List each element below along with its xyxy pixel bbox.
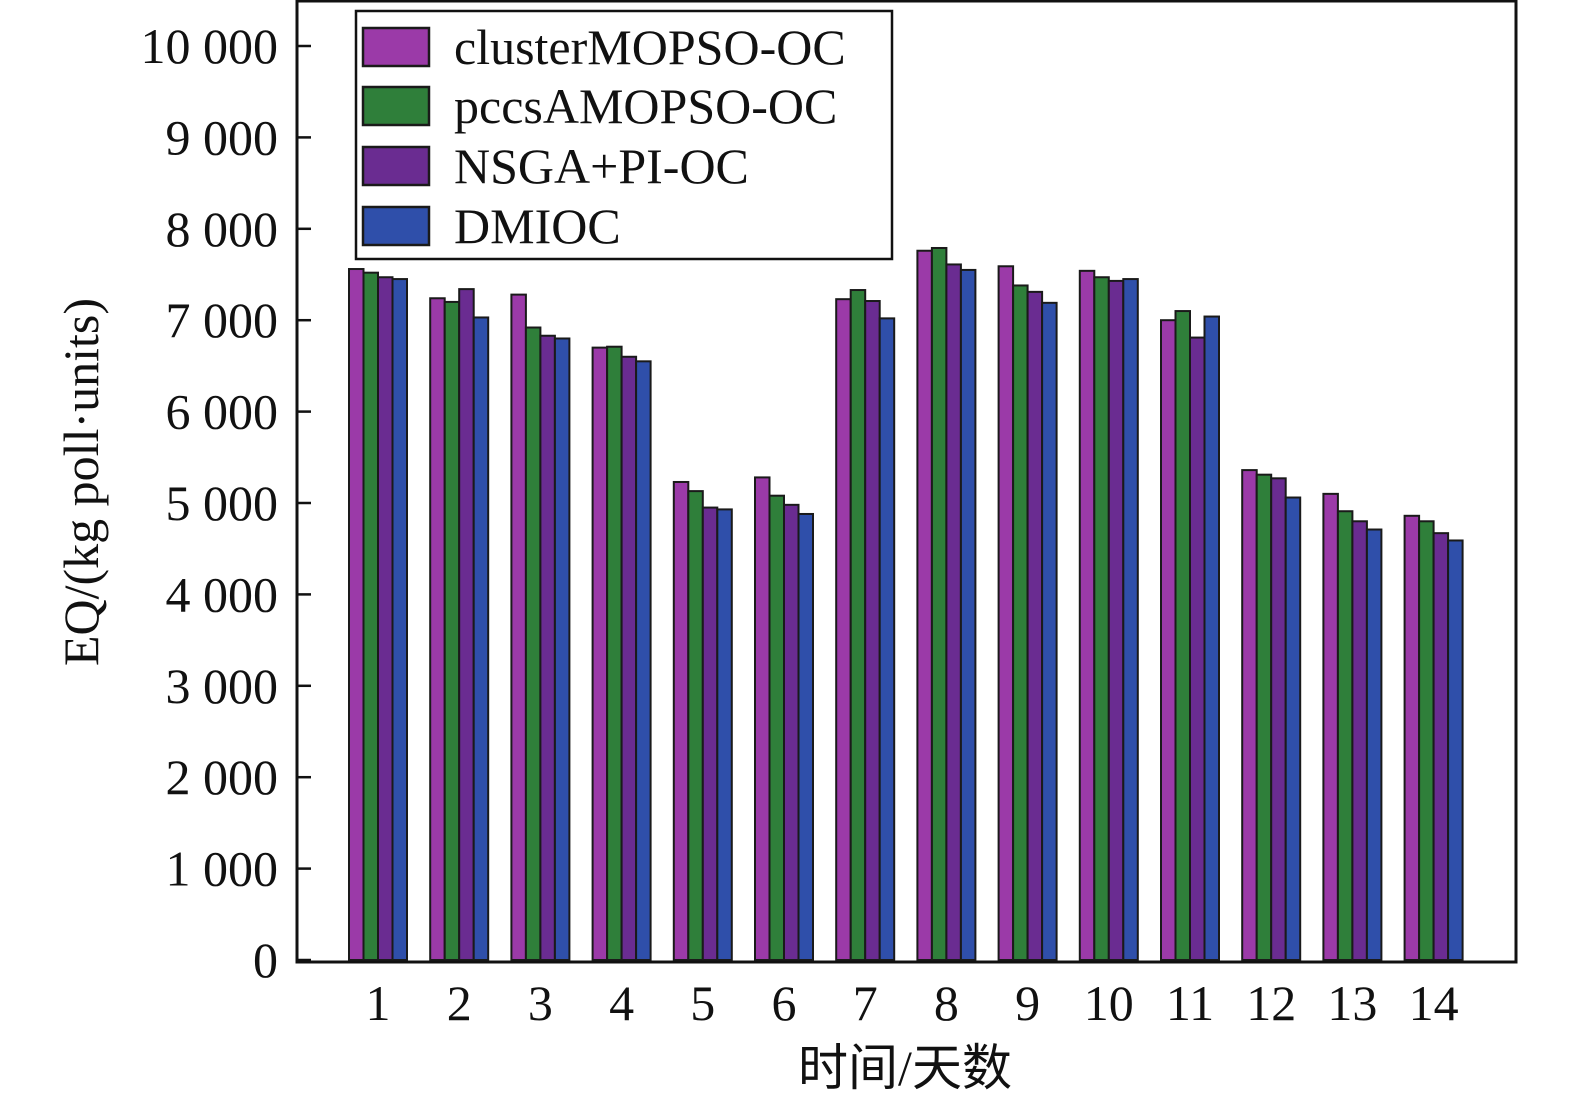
bar-NSGA+PI-OC-day-8 (945, 263, 962, 961)
bar-pccsAMOPSO-OC-day-5 (687, 490, 704, 961)
x-tick-label: 3 (528, 975, 553, 1031)
bar-DMIOC-day-2 (472, 316, 490, 961)
bar-DMIOC-day-3 (553, 337, 571, 962)
bar-pccsAMOPSO-OC-day-4 (606, 345, 623, 961)
bar-clusterMOPSO-OC-day-9 (997, 265, 1015, 961)
bar-DMIOC-day-10 (1122, 278, 1139, 961)
bar-DMIOC-day-11 (1203, 315, 1220, 962)
x-tick-label: 10 (1084, 975, 1134, 1031)
x-tick-label: 5 (690, 975, 715, 1031)
legend-swatch (361, 205, 431, 247)
x-axis-title: 时间/天数 (798, 1040, 1012, 1096)
bar-DMIOC-day-8 (959, 268, 977, 961)
y-axis-ticks: 0 1 000 2 000 3 000 4 000 5 000 6 000 7 000 8 00… (141, 18, 311, 988)
bar-pccsAMOPSO-OC-day-2 (443, 300, 461, 962)
y-tick-label: 7 000 (166, 292, 279, 348)
plot-frame (295, 0, 1518, 964)
bar-DMIOC-day-5 (716, 508, 733, 961)
bar-clusterMOPSO-OC-day-7 (835, 298, 852, 961)
legend-label: pccsAMOPSO-OC (454, 78, 837, 134)
bar-clusterMOPSO-OC-day-14 (1403, 514, 1421, 961)
y-tick-label: 4 000 (166, 566, 279, 622)
bar-DMIOC-day-14 (1447, 539, 1464, 961)
x-tick-label: 9 (1015, 975, 1040, 1031)
x-tick-label: 1 (366, 975, 391, 1031)
bar-clusterMOPSO-OC-day-3 (510, 293, 527, 961)
legend-label: DMIOC (454, 198, 621, 254)
x-tick-label: 4 (609, 975, 634, 1031)
bar-clusterMOPSO-OC-day-1 (348, 268, 365, 961)
bar-clusterMOPSO-OC-day-5 (672, 480, 690, 961)
y-tick-label: 3 000 (166, 658, 279, 714)
bar-NSGA+PI-OC-day-10 (1107, 279, 1125, 961)
y-tick-label: 6 000 (166, 384, 279, 440)
x-axis-ticks: 1 2 3 4 5 6 7 8 9 10 11 12 13 14 (366, 975, 1459, 1031)
bar-NSGA+PI-OC-day-1 (377, 276, 394, 961)
bar-pccsAMOPSO-OC-day-7 (849, 289, 867, 962)
bar-NSGA+PI-OC-day-13 (1351, 520, 1368, 962)
bar-NSGA+PI-OC-day-2 (458, 288, 475, 961)
y-tick-label: 0 (253, 932, 278, 988)
x-tick-label: 8 (934, 975, 959, 1031)
x-tick-label: 11 (1166, 975, 1214, 1031)
legend-frame (354, 9, 894, 261)
bar-DMIOC-day-6 (797, 512, 814, 961)
bar-pccsAMOPSO-OC-day-13 (1336, 510, 1354, 961)
y-tick-label: 1 000 (166, 841, 279, 897)
y-tick-label: 10 000 (141, 18, 279, 74)
legend-label: NSGA+PI-OC (454, 138, 749, 194)
bar-pccsAMOPSO-OC-day-8 (930, 246, 948, 962)
bar-NSGA+PI-OC-day-7 (864, 300, 881, 961)
bar-clusterMOPSO-OC-day-2 (429, 297, 446, 961)
bar-DMIOC-day-7 (878, 317, 896, 961)
bar-clusterMOPSO-OC-day-12 (1241, 469, 1258, 961)
bar-NSGA+PI-OC-day-14 (1432, 532, 1450, 961)
bar-NSGA+PI-OC-day-12 (1270, 477, 1287, 961)
bar-clusterMOPSO-OC-day-6 (754, 476, 771, 961)
legend: clusterMOPSO-OCpccsAMOPSO-OCNSGA+PI-OCDM… (354, 9, 894, 261)
bar-pccsAMOPSO-OC-day-1 (362, 271, 379, 962)
bar-pccsAMOPSO-OC-day-6 (768, 494, 785, 961)
y-tick-label: 9 000 (166, 109, 279, 165)
bar-clusterMOPSO-OC-day-4 (591, 346, 609, 961)
bar-NSGA+PI-OC-day-3 (539, 334, 556, 961)
bar-DMIOC-day-12 (1284, 496, 1302, 961)
legend-swatch (361, 26, 431, 68)
bar-pccsAMOPSO-OC-day-14 (1418, 520, 1435, 962)
bar-NSGA+PI-OC-day-5 (701, 506, 719, 961)
y-tick-label: 5 000 (166, 475, 279, 531)
bar-DMIOC-day-9 (1041, 301, 1058, 961)
x-tick-label: 14 (1409, 975, 1459, 1031)
x-tick-label: 12 (1246, 975, 1296, 1031)
bar-pccsAMOPSO-OC-day-12 (1255, 473, 1273, 961)
x-tick-label: 2 (447, 975, 472, 1031)
y-tick-label: 2 000 (166, 749, 279, 805)
bar-clusterMOPSO-OC-day-11 (1160, 319, 1177, 961)
bar-clusterMOPSO-OC-day-8 (916, 249, 933, 962)
bars-layer (348, 246, 1464, 962)
x-tick-label: 13 (1327, 975, 1377, 1031)
bar-DMIOC-day-13 (1365, 528, 1383, 961)
bar-NSGA+PI-OC-day-11 (1189, 336, 1206, 961)
bar-clusterMOPSO-OC-day-10 (1078, 269, 1096, 961)
bar-DMIOC-day-1 (391, 278, 408, 961)
bar-NSGA+PI-OC-day-6 (783, 503, 800, 961)
y-tick-label: 8 000 (166, 201, 279, 257)
legend-label: clusterMOPSO-OC (454, 19, 846, 75)
legend-swatch (361, 145, 431, 187)
bar-NSGA+PI-OC-day-9 (1026, 290, 1044, 961)
bar-pccsAMOPSO-OC-day-10 (1093, 276, 1110, 961)
x-tick-label: 7 (853, 975, 878, 1031)
bar-pccsAMOPSO-OC-day-9 (1012, 284, 1029, 962)
y-axis-title: EQ/(kg poll·units) (53, 298, 109, 666)
bar-DMIOC-day-4 (635, 360, 652, 961)
bar-pccsAMOPSO-OC-day-3 (524, 326, 542, 961)
legend-swatch (361, 85, 431, 127)
bar-clusterMOPSO-OC-day-13 (1322, 492, 1339, 961)
bar-pccsAMOPSO-OC-day-11 (1174, 310, 1191, 961)
x-tick-label: 6 (772, 975, 797, 1031)
bar-NSGA+PI-OC-day-4 (620, 355, 638, 961)
